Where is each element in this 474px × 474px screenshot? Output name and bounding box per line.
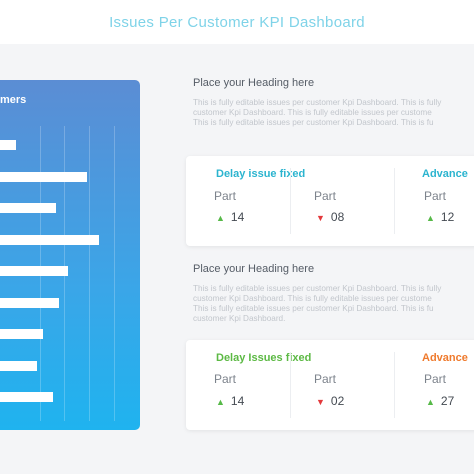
kpi-column: Advance Part ▲ 27	[396, 340, 474, 430]
description-line: customer Kpi Dashboard. This is fully ed…	[193, 108, 432, 117]
kpi-value: ▼ 02	[316, 394, 344, 408]
bar-chart-panel: mers	[0, 80, 140, 430]
kpi-value: ▲ 12	[426, 210, 454, 224]
kpi-value: ▼ 08	[316, 210, 344, 224]
kpi-value-number: 08	[330, 210, 345, 224]
kpi-value-number: 27	[440, 394, 455, 408]
chart-title: mers	[0, 94, 27, 106]
column-divider	[290, 352, 291, 418]
kpi-part-label: Part	[214, 372, 237, 386]
description-line: This is fully editable issues per custom…	[193, 118, 434, 127]
description-line: This is fully editable issues per custom…	[193, 284, 442, 293]
kpi-column-title: Advance	[422, 168, 468, 180]
kpi-column: Delay issue fixed Part ▲ 14	[186, 156, 305, 246]
kpi-column-title: Advance	[422, 352, 468, 364]
chart-bar	[0, 329, 44, 339]
chart-bar	[0, 140, 16, 150]
kpi-column: Advance Part ▲ 12	[396, 156, 474, 246]
kpi-part-label: Part	[314, 189, 337, 203]
page-title: Issues Per Customer KPI Dashboard	[109, 14, 365, 31]
section-description: This is fully editable issues per custom…	[193, 284, 474, 324]
trend-up-icon: ▲	[216, 397, 225, 407]
section-heading: Place your Heading here	[193, 263, 315, 275]
column-divider	[394, 352, 395, 418]
trend-down-icon: ▼	[316, 397, 325, 407]
kpi-value: ▲ 14	[216, 210, 244, 224]
kpi-value: ▲ 27	[426, 394, 454, 408]
trend-down-icon: ▼	[316, 213, 325, 223]
section-description: This is fully editable issues per custom…	[193, 98, 474, 128]
kpi-value-number: 14	[230, 394, 245, 408]
kpi-column-title: Delay Issues fixed	[216, 352, 312, 364]
kpi-part-label: Part	[424, 189, 447, 203]
kpi-part-label: Part	[314, 372, 337, 386]
trend-up-icon: ▲	[426, 397, 435, 407]
kpi-value-number: 12	[440, 210, 455, 224]
trend-up-icon: ▲	[426, 213, 435, 223]
kpi-column-title: Delay issue fixed	[216, 168, 306, 180]
chart-gridline	[89, 126, 90, 421]
description-line: This is fully editable issues per custom…	[193, 98, 442, 107]
description-line: customer Kpi Dashboard. This is fully ed…	[193, 294, 432, 303]
kpi-column: Part ▼ 02	[292, 340, 392, 430]
chart-bar	[0, 360, 38, 371]
section-heading: Place your Heading here	[193, 77, 315, 89]
chart-bar	[0, 297, 59, 308]
description-line: customer Kpi Dashboard.	[193, 314, 286, 323]
kpi-value-number: 14	[230, 210, 245, 224]
kpi-part-label: Part	[424, 372, 447, 386]
kpi-column: Delay Issues fixed Part ▲ 14	[186, 340, 311, 430]
kpi-value-number: 02	[330, 394, 345, 408]
chart-bar	[0, 234, 100, 245]
kpi-value: ▲ 14	[216, 394, 244, 408]
description-line: This is fully editable issues per custom…	[193, 304, 434, 313]
kpi-card: Delay Issues fixed Part ▲ 14 Part ▼ 02 Adv…	[186, 340, 474, 430]
kpi-column: Part ▼ 08	[292, 156, 392, 246]
chart-bar	[0, 203, 56, 213]
chart-gridline	[114, 126, 115, 421]
kpi-card: Delay issue fixed Part ▲ 14 Part ▼ 08 Adva…	[186, 156, 474, 246]
column-divider	[394, 168, 395, 234]
chart-bar	[0, 392, 53, 402]
trend-up-icon: ▲	[216, 213, 225, 223]
chart-bar	[0, 266, 69, 276]
chart-bar	[0, 171, 87, 182]
kpi-part-label: Part	[214, 189, 237, 203]
column-divider	[290, 168, 291, 234]
